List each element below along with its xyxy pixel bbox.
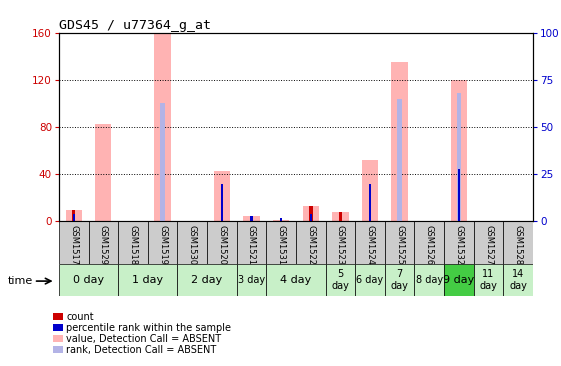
Bar (302, 206, 319, 221)
Bar (53, 313, 63, 320)
Bar (177, 221, 207, 264)
Bar (53, 346, 63, 353)
Text: GSM1517: GSM1517 (69, 225, 78, 265)
Text: 1 day: 1 day (132, 275, 163, 285)
Text: rank, Detection Call = ABSENT: rank, Detection Call = ABSENT (66, 344, 217, 355)
Bar (160, 103, 165, 221)
Bar (309, 206, 312, 221)
Text: 2 day: 2 day (191, 275, 223, 285)
Text: GSM1520: GSM1520 (217, 225, 226, 265)
Text: value, Detection Call = ABSENT: value, Detection Call = ABSENT (66, 333, 222, 344)
Bar (72, 214, 75, 221)
Bar (266, 221, 296, 264)
Bar (444, 264, 473, 296)
Text: 7
day: 7 day (390, 269, 408, 291)
Bar (457, 93, 461, 221)
Bar (66, 210, 82, 221)
Text: GSM1528: GSM1528 (514, 225, 523, 265)
Text: GSM1524: GSM1524 (366, 225, 375, 265)
Text: GSM1518: GSM1518 (128, 225, 137, 265)
Text: GSM1522: GSM1522 (306, 225, 315, 265)
Text: 5
day: 5 day (332, 269, 350, 291)
Bar (273, 220, 289, 221)
Text: 6 day: 6 day (356, 275, 384, 285)
Text: 3 day: 3 day (238, 275, 265, 285)
Bar (148, 221, 177, 264)
Text: 8 day: 8 day (416, 275, 443, 285)
Bar (118, 264, 177, 296)
Text: GSM1529: GSM1529 (99, 225, 108, 265)
Bar (266, 264, 325, 296)
Bar (362, 160, 378, 221)
Text: GDS45 / u77364_g_at: GDS45 / u77364_g_at (59, 19, 211, 32)
Bar (59, 221, 89, 264)
Bar (59, 264, 118, 296)
Text: 9 day: 9 day (443, 275, 475, 285)
Bar (72, 210, 76, 221)
Bar (220, 184, 223, 221)
Bar (355, 264, 385, 296)
Bar (243, 216, 260, 221)
Text: percentile rank within the sample: percentile rank within the sample (66, 322, 231, 333)
Bar (214, 171, 230, 221)
Bar (53, 335, 63, 342)
Bar (332, 212, 348, 221)
Bar (444, 221, 473, 264)
Bar (458, 169, 460, 221)
Bar (53, 324, 63, 331)
Bar (310, 214, 312, 221)
Bar (339, 212, 342, 221)
Bar (89, 221, 118, 264)
Bar (473, 221, 503, 264)
Bar (280, 218, 282, 221)
Bar (385, 221, 415, 264)
Bar (415, 264, 444, 296)
Text: GSM1521: GSM1521 (247, 225, 256, 265)
Bar (118, 221, 148, 264)
Text: count: count (66, 311, 94, 322)
Bar (325, 264, 355, 296)
Bar (503, 264, 533, 296)
Bar (95, 124, 112, 221)
Bar (207, 221, 237, 264)
Text: GSM1530: GSM1530 (188, 225, 197, 265)
Text: 4 day: 4 day (280, 275, 311, 285)
Bar (450, 80, 467, 221)
Text: GSM1525: GSM1525 (395, 225, 404, 265)
Text: time: time (7, 276, 33, 286)
Bar (237, 221, 266, 264)
Text: GSM1519: GSM1519 (158, 225, 167, 265)
Bar (397, 99, 402, 221)
Bar (503, 221, 533, 264)
Text: 14
day: 14 day (509, 269, 527, 291)
Bar (237, 264, 266, 296)
Bar (369, 184, 371, 221)
Text: GSM1531: GSM1531 (277, 225, 286, 265)
Bar (385, 264, 415, 296)
Bar (177, 264, 237, 296)
Bar (250, 216, 252, 221)
Bar (154, 33, 171, 221)
Text: GSM1532: GSM1532 (454, 225, 463, 265)
Bar (325, 221, 355, 264)
Text: 11
day: 11 day (480, 269, 498, 291)
Text: GSM1527: GSM1527 (484, 225, 493, 265)
Text: GSM1526: GSM1526 (425, 225, 434, 265)
Text: 0 day: 0 day (73, 275, 104, 285)
Bar (392, 62, 408, 221)
Text: GSM1523: GSM1523 (336, 225, 345, 265)
Bar (473, 264, 503, 296)
Bar (355, 221, 385, 264)
Bar (296, 221, 325, 264)
Bar (415, 221, 444, 264)
